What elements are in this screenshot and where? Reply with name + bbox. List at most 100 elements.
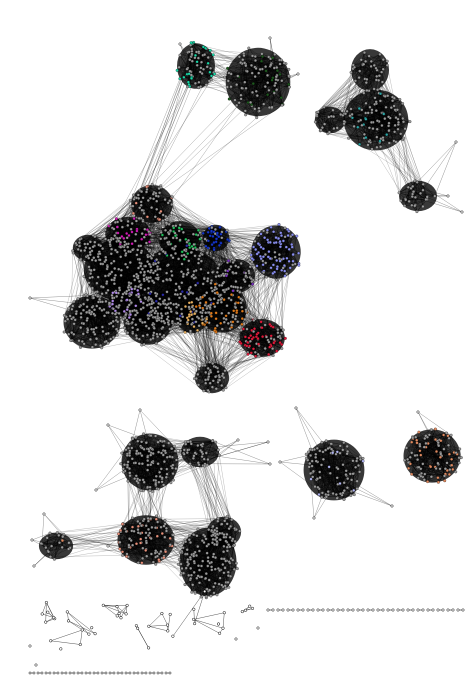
graph-node	[72, 300, 76, 304]
graph-node	[103, 274, 107, 278]
graph-node	[186, 440, 190, 444]
graph-node	[128, 451, 132, 455]
graph-node	[139, 270, 143, 274]
graph-node	[201, 282, 205, 286]
graph-node	[376, 88, 380, 92]
community-node	[261, 55, 264, 58]
graph-node	[139, 489, 143, 492]
graph-node	[277, 253, 281, 257]
graph-node	[324, 439, 328, 443]
dyad-node	[376, 608, 380, 612]
community-node	[210, 74, 213, 78]
graph-node	[164, 475, 168, 479]
graph-node	[134, 323, 138, 327]
graph-node	[163, 535, 167, 539]
community-node	[264, 69, 268, 73]
graph-node	[139, 283, 143, 287]
graph-node	[159, 525, 163, 529]
graph-node	[237, 101, 241, 105]
community-node	[418, 449, 422, 453]
community-node	[140, 561, 144, 565]
graph-node	[197, 50, 201, 54]
small-component-node	[250, 606, 255, 610]
graph-node	[314, 452, 318, 456]
graph-node	[211, 270, 214, 274]
graph-node	[235, 83, 239, 87]
graph-node	[393, 130, 397, 134]
graph-node	[229, 284, 233, 288]
graph-node	[111, 324, 115, 328]
graph-node	[211, 439, 214, 443]
graph-node	[184, 540, 188, 544]
graph-node	[226, 580, 230, 584]
graph-node	[132, 197, 136, 201]
community-node	[331, 451, 335, 455]
community-node	[219, 321, 223, 325]
graph-node	[449, 433, 453, 437]
dyad-node	[356, 608, 360, 612]
graph-node	[411, 436, 415, 440]
graph-node	[276, 331, 280, 335]
graph-node	[410, 203, 414, 207]
graph-node	[182, 253, 186, 257]
community-node	[297, 251, 301, 255]
graph-node	[319, 128, 323, 132]
graph-node	[406, 185, 410, 189]
graph-node	[262, 271, 266, 274]
community-node	[255, 264, 259, 268]
graph-node	[230, 323, 234, 327]
graph-node	[240, 86, 244, 90]
graph-node	[255, 116, 259, 120]
graph-node	[364, 111, 368, 115]
graph-node	[249, 250, 253, 253]
graph-node	[273, 84, 277, 88]
graph-node	[127, 303, 131, 307]
graph-node	[178, 238, 182, 242]
graph-node	[261, 259, 265, 263]
graph-node	[352, 124, 356, 128]
graph-node	[189, 285, 192, 289]
community-node	[226, 238, 230, 241]
community-node	[185, 244, 189, 248]
community-node	[450, 457, 454, 461]
graph-node	[234, 528, 238, 531]
graph-node	[195, 63, 199, 67]
community-node	[350, 116, 354, 120]
graph-node	[227, 585, 231, 589]
community-node	[194, 233, 198, 237]
graph-node	[332, 115, 336, 119]
graph-node	[116, 320, 120, 324]
graph-node	[348, 114, 352, 118]
graph-node	[125, 453, 129, 457]
graph-node	[99, 262, 103, 266]
community-node	[214, 311, 218, 315]
graph-node	[226, 79, 230, 83]
graph-node	[243, 109, 247, 113]
graph-node	[161, 279, 165, 283]
graph-node	[83, 242, 87, 246]
graph-node	[214, 375, 217, 379]
dyad-node	[144, 671, 148, 675]
community-node	[204, 46, 208, 50]
graph-node	[134, 232, 138, 236]
community-node	[175, 68, 179, 72]
community-node	[447, 452, 451, 456]
graph-node	[66, 317, 70, 321]
peripheral-edges	[95, 449, 131, 491]
graph-node	[129, 293, 133, 297]
graph-node	[200, 72, 204, 75]
community-node	[194, 305, 198, 309]
community-node	[278, 72, 282, 76]
graph-node	[342, 122, 346, 126]
community-node	[253, 327, 256, 331]
community-node	[212, 248, 216, 252]
graph-node	[133, 477, 137, 481]
community-node	[436, 476, 440, 480]
graph-node	[233, 302, 237, 306]
community-node	[438, 455, 442, 459]
graph-node	[206, 564, 210, 568]
community-node	[275, 349, 279, 353]
graph-node	[109, 321, 113, 325]
community-node	[161, 293, 165, 297]
graph-node	[211, 379, 215, 383]
